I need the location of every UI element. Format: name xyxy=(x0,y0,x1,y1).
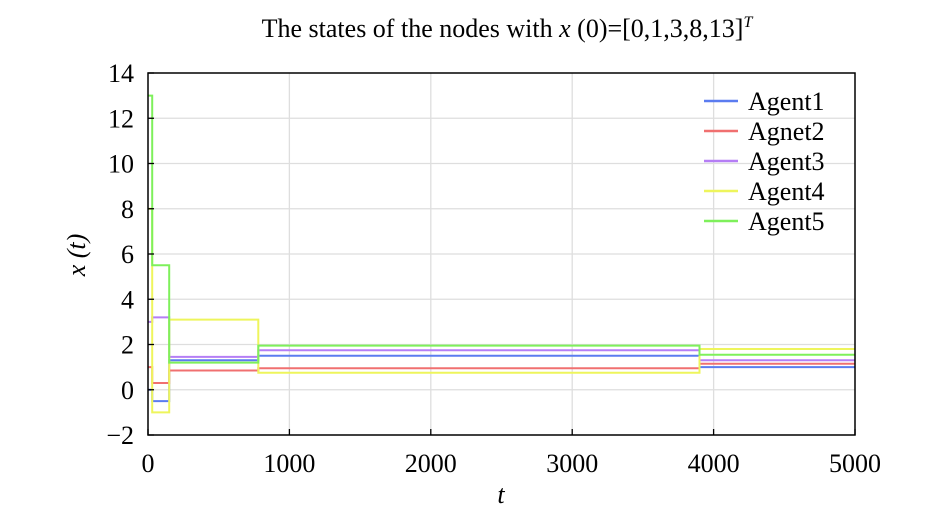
y-tick-label-6: 10 xyxy=(108,150,134,179)
y-tick-label-7: 12 xyxy=(108,104,134,133)
x-tick-label-0: 0 xyxy=(142,449,155,478)
x-axis-label: t xyxy=(497,480,505,509)
y-tick-label-8: 14 xyxy=(108,59,134,88)
legend-label-agnet2: Agnet2 xyxy=(748,117,825,146)
x-tick-label-2: 2000 xyxy=(405,449,457,478)
y-tick-label-0: −2 xyxy=(106,421,134,450)
grid xyxy=(148,73,855,435)
x-tick-label-4: 4000 xyxy=(688,449,740,478)
axis-ticks: 0 1000 2000 3000 4000 5000 −2 0 2 4 6 8 10 12 14 xyxy=(106,59,881,478)
series-line-agent5 xyxy=(148,94,855,364)
x-tick-label-5: 5000 xyxy=(829,449,881,478)
y-tick-label-1: 0 xyxy=(121,376,134,405)
chart-title: The states of the nodes with x (0)=[0,1,… xyxy=(262,14,754,43)
legend-label-agent4: Agent4 xyxy=(748,177,825,206)
legend-label-agent5: Agent5 xyxy=(748,207,825,236)
x-tick-label-3: 3000 xyxy=(546,449,598,478)
series-lines xyxy=(148,94,855,414)
y-tick-label-5: 8 xyxy=(121,195,134,224)
x-tick-label-1: 1000 xyxy=(263,449,315,478)
y-axis-label: x (t) xyxy=(62,234,91,278)
legend-label-agent3: Agent3 xyxy=(748,147,825,176)
y-tick-label-4: 6 xyxy=(121,240,134,269)
y-tick-label-2: 2 xyxy=(121,331,134,360)
y-tick-label-3: 4 xyxy=(121,285,134,314)
series-line-agent4 xyxy=(148,207,855,414)
legend-label-agent1: Agent1 xyxy=(748,87,825,116)
